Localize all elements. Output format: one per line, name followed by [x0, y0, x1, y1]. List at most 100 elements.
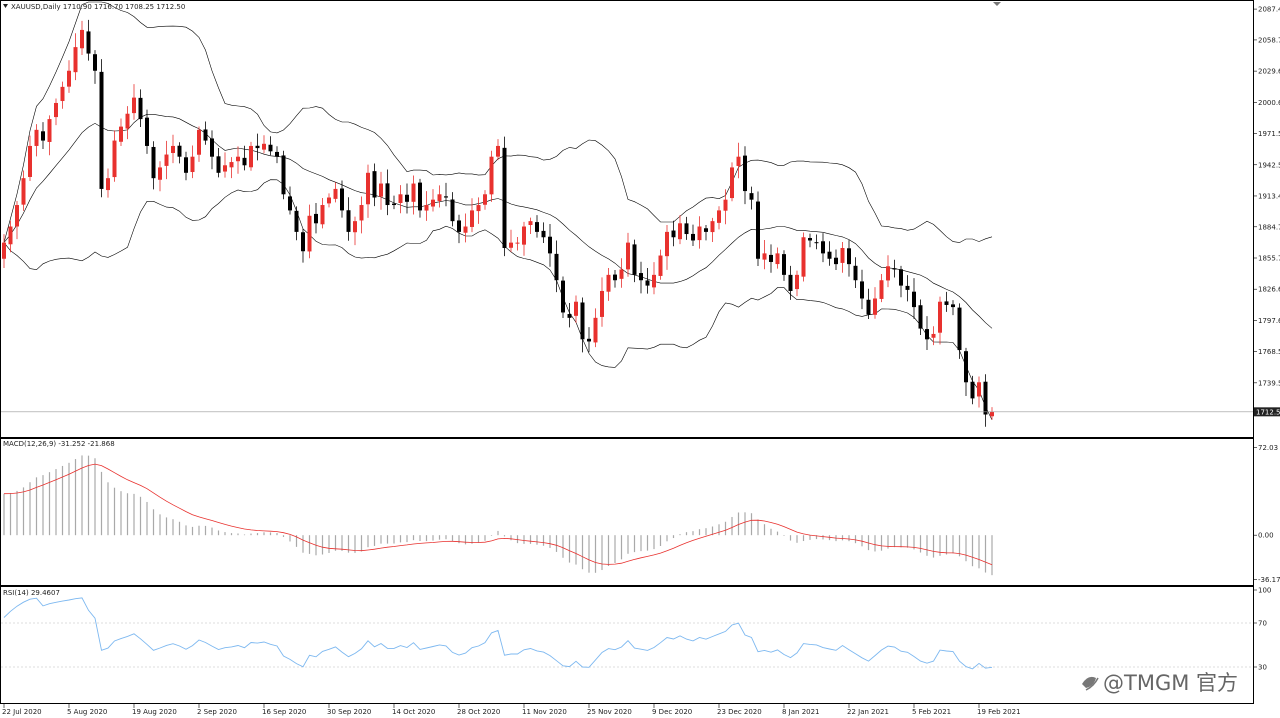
candle-body	[736, 156, 741, 166]
time-tick-label: 28 Oct 2020	[457, 708, 500, 716]
candle-body	[242, 157, 247, 166]
candle-body	[840, 248, 845, 263]
candle	[405, 183, 409, 214]
candle-body	[457, 220, 461, 232]
candle	[41, 122, 45, 150]
candle	[353, 216, 357, 246]
candle-body	[346, 210, 351, 232]
candle-body	[749, 193, 754, 200]
candle-body	[28, 145, 32, 177]
time-tick-label: 16 Sep 2020	[262, 708, 306, 716]
candle-body	[593, 317, 598, 343]
candle	[840, 242, 845, 273]
candle-body	[717, 210, 721, 223]
candle	[496, 139, 500, 161]
candle-body	[151, 146, 156, 179]
candle	[762, 239, 767, 270]
rsi-tick-label: 30	[1258, 664, 1267, 672]
candle-body	[541, 230, 546, 238]
candle-body	[782, 254, 786, 275]
candle	[21, 170, 26, 211]
candle	[743, 146, 747, 205]
candle-body	[892, 268, 897, 270]
candle-body	[444, 196, 448, 198]
candle-body	[138, 97, 143, 120]
candle-body	[879, 280, 884, 299]
bollinger-lower-line	[3, 179, 993, 421]
candle-body	[47, 119, 52, 142]
candle	[262, 135, 266, 154]
candle	[333, 182, 338, 203]
candle	[678, 215, 682, 245]
candle	[808, 233, 812, 248]
candle	[437, 185, 442, 208]
time-tick-label: 23 Dec 2020	[717, 708, 762, 716]
candle-body	[535, 222, 539, 232]
candle	[665, 224, 669, 270]
candle-body	[983, 381, 988, 415]
candle-body	[730, 167, 734, 199]
time-tick-label: 22 Jul 2020	[2, 708, 42, 716]
candle	[964, 347, 968, 397]
rsi-tick-label: 70	[1258, 620, 1267, 628]
candle-body	[522, 226, 526, 245]
candle-body	[580, 302, 585, 340]
scroll-marker-icon[interactable]	[993, 2, 1001, 6]
candle-body	[223, 165, 227, 172]
candle	[691, 224, 695, 247]
candle-body	[743, 155, 747, 192]
candle-body	[158, 167, 162, 180]
candle-body	[437, 194, 442, 201]
candle-body	[613, 274, 617, 281]
candle	[450, 192, 455, 227]
candle	[619, 258, 624, 288]
candle	[873, 287, 877, 319]
macd-header: MACD(12,26,9) -31.252 -21.868	[3, 440, 115, 448]
candle	[164, 140, 169, 180]
candle	[814, 234, 819, 250]
candle-body	[112, 140, 117, 178]
time-tick-label: 2 Sep 2020	[197, 708, 237, 716]
main-header: XAUUSD,Daily 1710.90 1716.70 1708.25 171…	[11, 3, 185, 11]
candle-body	[931, 333, 936, 338]
candle-body	[106, 178, 110, 191]
candle	[184, 151, 188, 181]
candle	[86, 19, 91, 61]
candle-body	[567, 314, 572, 318]
tmgm-logo-icon	[1082, 676, 1099, 691]
last-price-tag-label: 1712.50	[1256, 408, 1280, 416]
candle-body	[678, 223, 682, 240]
candle-body	[821, 241, 825, 254]
candle	[567, 303, 572, 328]
candle-body	[704, 228, 708, 232]
candle	[535, 215, 539, 238]
candle	[483, 190, 487, 210]
candle-body	[405, 194, 409, 202]
candle-body	[769, 254, 773, 262]
candle	[574, 295, 578, 323]
candle-body	[489, 156, 494, 195]
candle-body	[554, 253, 559, 281]
candle-body	[600, 290, 604, 317]
bollinger-middle-line	[3, 114, 993, 329]
candle-body	[60, 86, 65, 102]
candle-body	[171, 145, 175, 153]
candle	[912, 278, 916, 319]
candle	[756, 191, 760, 266]
macd-axis: 72.03 0.00 -36.171	[1253, 444, 1280, 584]
candle	[528, 217, 533, 235]
time-tick-label: 5 Feb 2021	[912, 708, 951, 716]
menu-triangle-icon[interactable]	[3, 4, 8, 8]
candle-body	[970, 381, 975, 399]
candle-body	[288, 196, 292, 211]
candle	[99, 59, 104, 198]
candle	[801, 232, 806, 282]
candle	[613, 270, 617, 288]
candle-body	[834, 257, 838, 265]
candle-body	[307, 215, 312, 252]
candle-body	[912, 291, 916, 308]
candle	[606, 268, 611, 301]
candle	[730, 162, 734, 202]
candle-body	[938, 301, 942, 333]
candle-body	[645, 280, 650, 286]
